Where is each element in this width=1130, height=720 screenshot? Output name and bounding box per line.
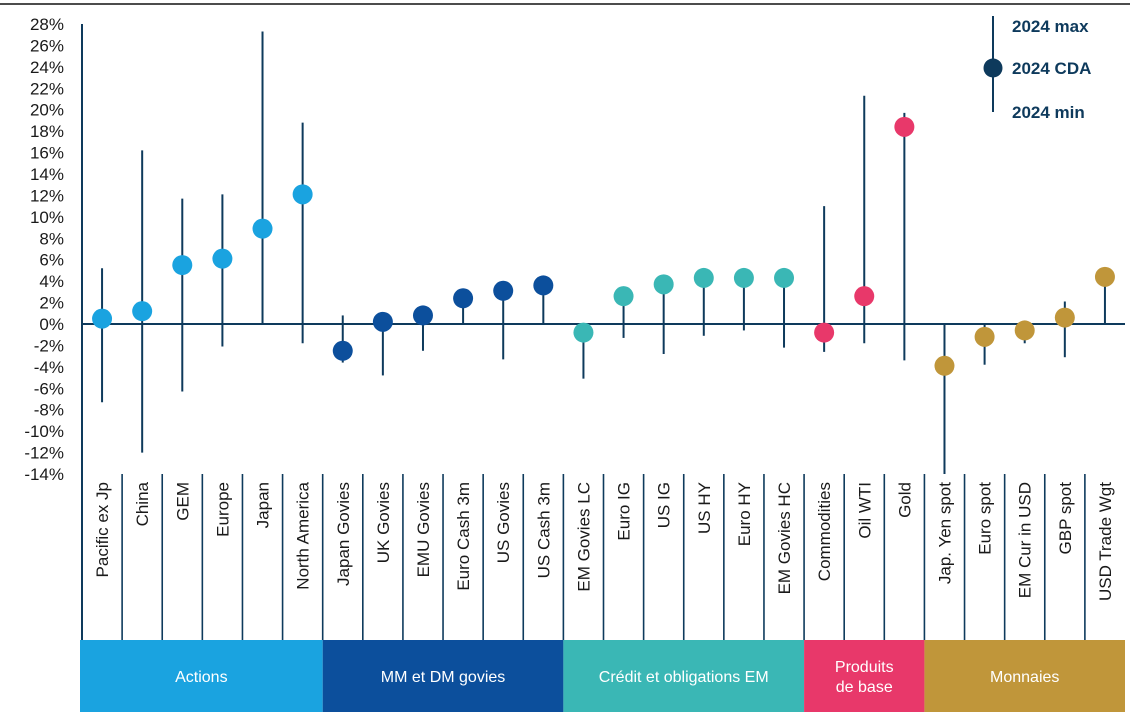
- category-label: GEM: [173, 482, 192, 521]
- y-tick-label: -12%: [24, 444, 64, 463]
- ytd-point: [533, 275, 553, 295]
- group-band: [804, 640, 924, 712]
- y-tick-label: 10%: [30, 208, 64, 227]
- category-label: Europe: [213, 482, 232, 537]
- data-marks: [92, 32, 1115, 475]
- ytd-point: [814, 323, 834, 343]
- ytd-point: [453, 288, 473, 308]
- y-tick-label: 6%: [39, 251, 64, 270]
- category-label: Pacific ex Jp: [93, 482, 112, 577]
- y-tick-label: -10%: [24, 422, 64, 441]
- y-tick-label: -14%: [24, 465, 64, 484]
- category-label: EM Govies HC: [775, 482, 794, 594]
- category-label: North America: [294, 481, 313, 589]
- y-tick-label: 18%: [30, 122, 64, 141]
- y-tick-label: 24%: [30, 58, 64, 77]
- category-label: Gold: [895, 482, 914, 518]
- y-tick-label: 22%: [30, 79, 64, 98]
- ytd-point: [975, 327, 995, 347]
- category-label: US Cash 3m: [534, 482, 553, 578]
- ytd-point: [92, 309, 112, 329]
- category-label: GBP spot: [1056, 482, 1075, 555]
- y-tick-label: 26%: [30, 36, 64, 55]
- legend-max-label: 2024 max: [1012, 17, 1089, 36]
- category-label: EM Govies LC: [574, 482, 593, 592]
- ytd-point: [854, 286, 874, 306]
- ytd-point: [493, 281, 513, 301]
- category-label: EM Cur in USD: [1016, 482, 1035, 598]
- y-tick-label: 4%: [39, 272, 64, 291]
- category-label: US Govies: [494, 482, 513, 563]
- ytd-point: [774, 268, 794, 288]
- group-label: de base: [836, 679, 893, 696]
- category-label: Euro Cash 3m: [454, 482, 473, 591]
- ytd-point: [894, 117, 914, 137]
- ytd-point: [1095, 267, 1115, 287]
- group-label: Monnaies: [990, 669, 1059, 686]
- category-label: EMU Govies: [414, 482, 433, 577]
- category-label: Japan: [254, 482, 273, 528]
- legend: 2024 max 2024 CDA 2024 min: [984, 16, 1092, 122]
- ytd-point: [333, 341, 353, 361]
- y-tick-label: -6%: [34, 379, 64, 398]
- ytd-point: [172, 255, 192, 275]
- category-label: US IG: [655, 482, 674, 528]
- ytd-point: [373, 312, 393, 332]
- category-label: Commodities: [815, 482, 834, 581]
- legend-ytd-label: 2024 CDA: [1012, 59, 1091, 78]
- ytd-point: [212, 249, 232, 269]
- category-label: US HY: [695, 482, 714, 534]
- category-label: Euro spot: [976, 482, 995, 555]
- y-tick-label: 0%: [39, 315, 64, 334]
- ytd-point: [132, 301, 152, 321]
- y-tick-label: 16%: [30, 144, 64, 163]
- ytd-point: [253, 219, 273, 239]
- ytd-point: [654, 274, 674, 294]
- y-tick-label: 2%: [39, 294, 64, 313]
- ytd-point: [934, 356, 954, 376]
- group-label: Crédit et obligations EM: [599, 669, 769, 686]
- ytd-point: [1015, 320, 1035, 340]
- y-tick-label: -2%: [34, 336, 64, 355]
- ytd-point: [413, 305, 433, 325]
- group-bands: Actions MM et DM govies Crédit et obligati…: [80, 640, 1125, 712]
- category-label: USD Trade Wgt: [1096, 482, 1115, 601]
- y-tick-label: -8%: [34, 401, 64, 420]
- category-label: Japan Govies: [334, 482, 353, 586]
- category-label: Euro HY: [735, 482, 754, 546]
- legend-marker: [984, 59, 1003, 78]
- y-tick-label: 20%: [30, 101, 64, 120]
- y-axis-ticks: 28% 26% 24% 22% 20% 18% 16% 14% 12% 10% 8% 6% 4% 2% 0%…: [24, 15, 64, 484]
- category-label: Jap. Yen spot: [935, 482, 954, 584]
- group-label: MM et DM govies: [381, 669, 505, 686]
- category-label: Euro IG: [615, 482, 634, 541]
- ytd-point: [573, 323, 593, 343]
- y-tick-label: -4%: [34, 358, 64, 377]
- y-tick-label: 14%: [30, 165, 64, 184]
- legend-min-label: 2024 min: [1012, 103, 1085, 122]
- y-tick-label: 8%: [39, 229, 64, 248]
- ytd-point: [734, 268, 754, 288]
- group-label: Actions: [175, 669, 227, 686]
- y-tick-label: 12%: [30, 186, 64, 205]
- ytd-point: [614, 286, 634, 306]
- category-label: UK Govies: [374, 482, 393, 563]
- ytd-point: [1055, 308, 1075, 328]
- ytd-point: [694, 268, 714, 288]
- category-label: Oil WTI: [855, 482, 874, 539]
- group-label: Produits: [835, 659, 894, 676]
- ytd-point: [293, 184, 313, 204]
- y-tick-label: 28%: [30, 15, 64, 34]
- category-label: China: [133, 481, 152, 526]
